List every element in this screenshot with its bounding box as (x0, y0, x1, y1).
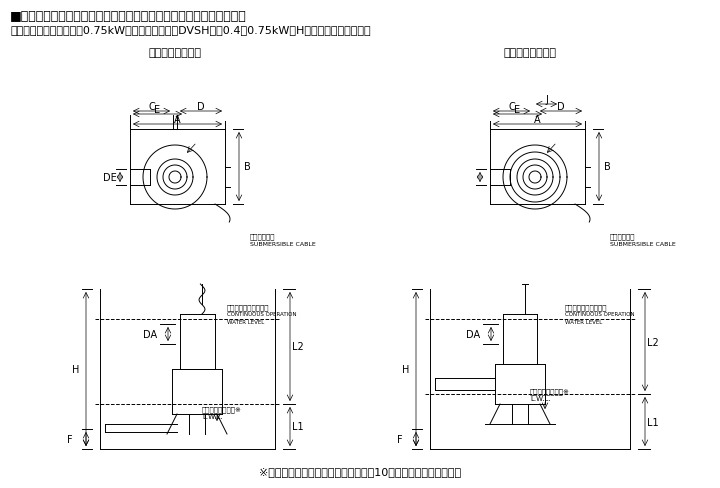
Text: 運転可能最低水位※: 運転可能最低水位※ (202, 406, 242, 412)
Text: DA: DA (143, 329, 157, 339)
Text: L.W.L.: L.W.L. (530, 395, 551, 401)
Text: SUBMERSIBLE CABLE: SUBMERSIBLE CABLE (610, 242, 676, 247)
Text: DE: DE (103, 173, 117, 183)
Text: 水中ケーブル: 水中ケーブル (250, 233, 276, 240)
Text: SUBMERSIBLE CABLE: SUBMERSIBLE CABLE (250, 242, 316, 247)
Text: 吐出し曲管一体形: 吐出し曲管一体形 (148, 48, 202, 58)
Text: H: H (402, 364, 410, 374)
Text: B: B (243, 162, 251, 172)
Text: L2: L2 (647, 337, 659, 347)
Text: L2: L2 (292, 342, 304, 352)
Text: 水中ケーブル: 水中ケーブル (610, 233, 636, 240)
Text: 連続運転可能最低水位: 連続運転可能最低水位 (565, 304, 608, 311)
Text: L.W.L.: L.W.L. (202, 413, 222, 419)
Text: WATER LEVEL: WATER LEVEL (227, 319, 264, 324)
Text: L1: L1 (292, 422, 304, 431)
Text: A: A (174, 115, 181, 125)
Text: C: C (508, 102, 515, 112)
Text: J: J (545, 95, 548, 105)
Text: E: E (514, 105, 521, 115)
Text: B: B (603, 162, 611, 172)
Text: H: H (72, 364, 80, 374)
Text: ■外形寸法図　計画・実施に際しては納入仕様書をご請求ください。: ■外形寸法図 計画・実施に際しては納入仕様書をご請求ください。 (10, 10, 247, 23)
Text: F: F (67, 434, 73, 444)
Text: C: C (148, 102, 155, 112)
Text: ※　運転可能最低水位での運転時間は10分以内にしてください。: ※ 運転可能最低水位での運転時間は10分以内にしてください。 (259, 466, 461, 476)
Text: 運転可能最低水位※: 運転可能最低水位※ (530, 388, 570, 394)
Text: D: D (557, 102, 564, 112)
Text: E: E (154, 105, 161, 115)
Text: CONTINUOUS OPERATION: CONTINUOUS OPERATION (227, 312, 297, 317)
Text: F: F (397, 434, 402, 444)
Text: 連続運転可能最低水位: 連続運転可能最低水位 (227, 304, 269, 311)
Text: L1: L1 (647, 417, 659, 427)
Text: D: D (197, 102, 204, 112)
Text: 非自動形（異電圧仕様0.75kW以下及び高温仕様DVSH型の0.4、0.75kWはH寸法が異なります。）: 非自動形（異電圧仕様0.75kW以下及び高温仕様DVSH型の0.4、0.75kW… (10, 25, 371, 35)
Text: WATER LEVEL: WATER LEVEL (565, 319, 602, 324)
Text: CONTINUOUS OPERATION: CONTINUOUS OPERATION (565, 312, 634, 317)
Text: DA: DA (466, 329, 480, 339)
Text: A: A (534, 115, 541, 125)
Text: 吐出し曲管分割形: 吐出し曲管分割形 (503, 48, 557, 58)
